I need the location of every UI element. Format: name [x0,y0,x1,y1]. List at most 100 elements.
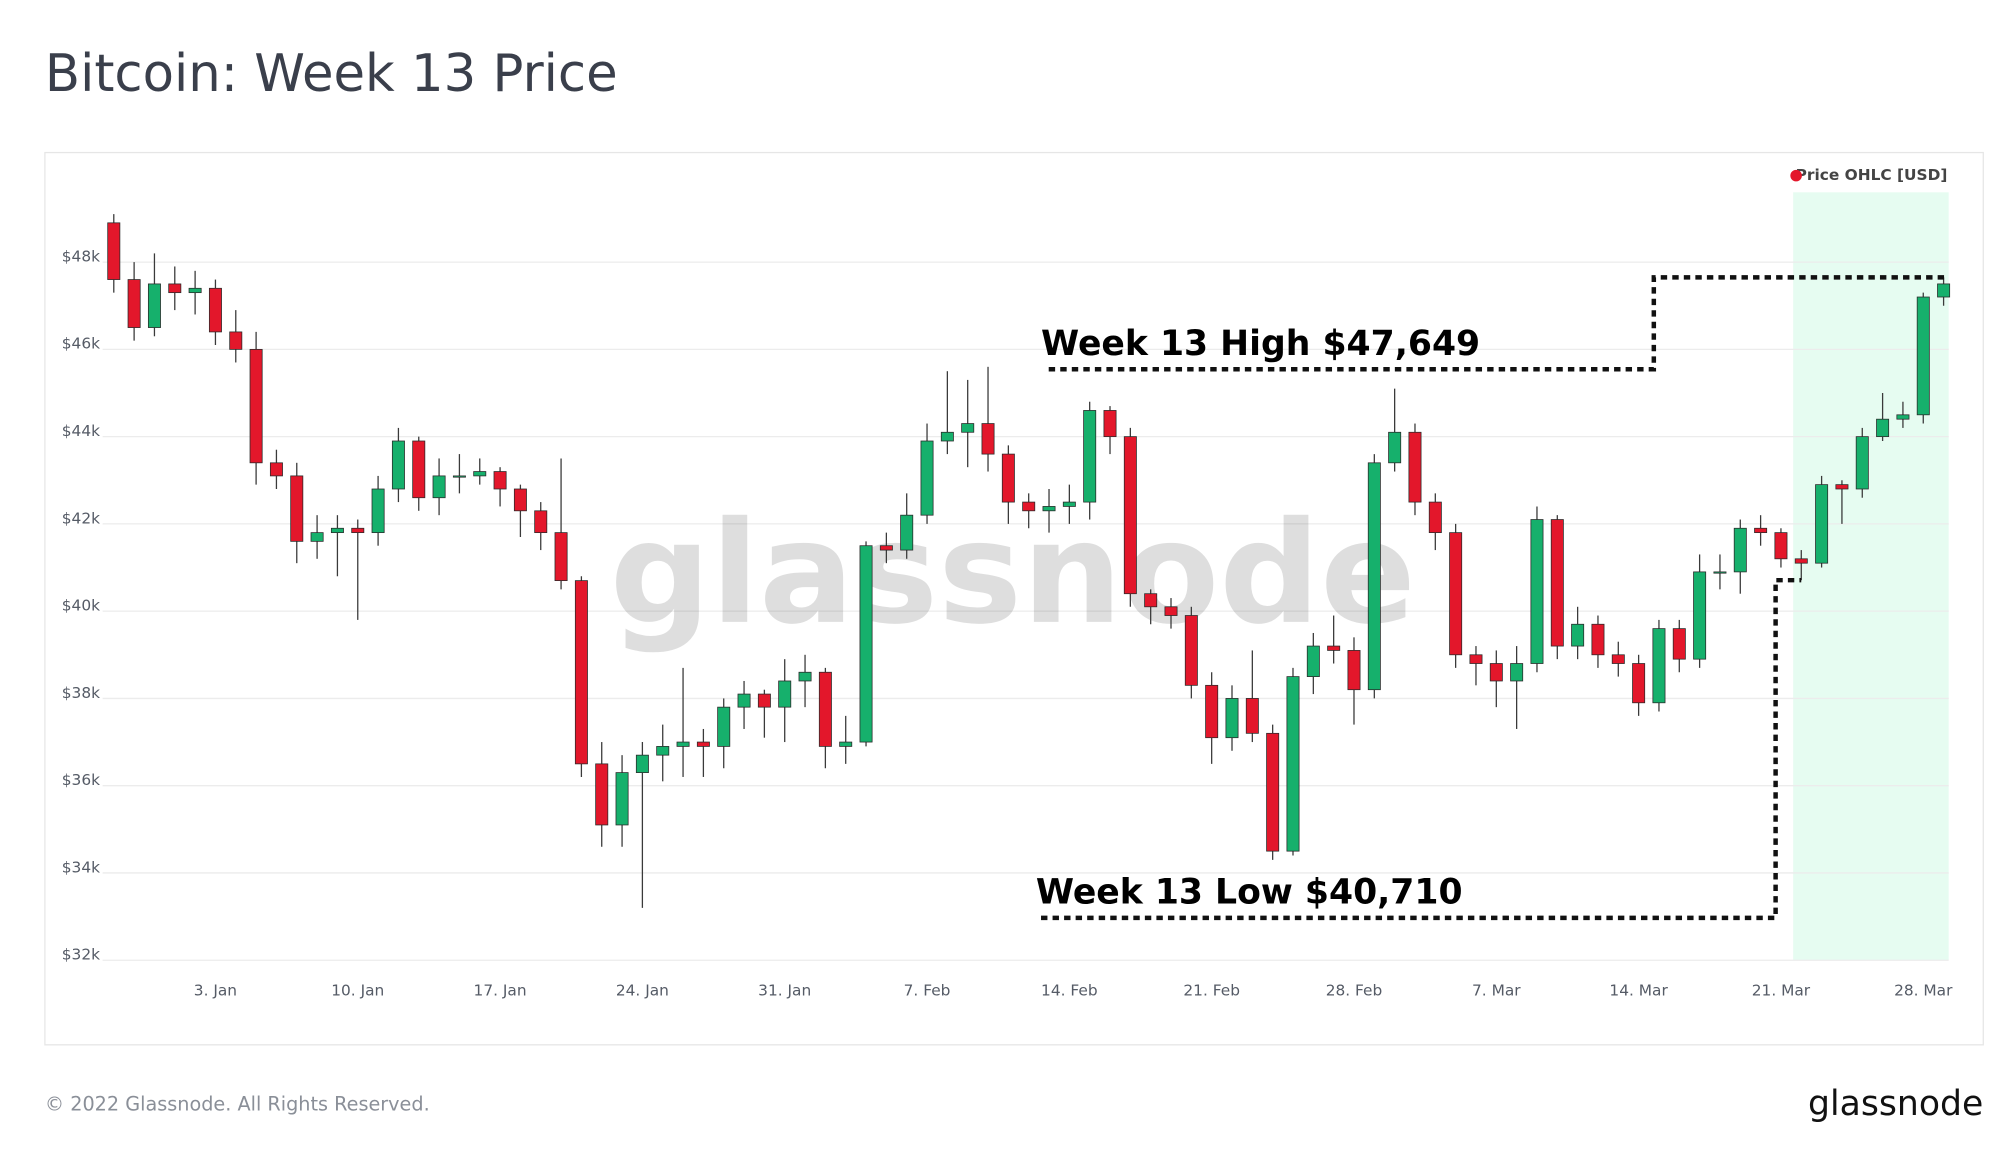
candle-body [1225,698,1239,739]
candle-body [1794,558,1808,564]
candle-body [1449,532,1463,656]
x-tick-label: 28. Mar [1894,981,1953,999]
y-tick-label: $34k [62,858,100,876]
candle-body [1428,501,1442,534]
y-tick-label: $42k [62,509,100,527]
candle-body [737,693,751,708]
x-tick-label: 24. Jan [616,981,669,999]
logo: glassnode [1808,1084,1983,1124]
candle-body [900,514,914,551]
candle-body [1164,606,1178,616]
candle-body [1815,484,1829,564]
annotation-label: Week 13 Low $40,710 [1036,873,1463,913]
y-tick-label: $48k [62,247,100,265]
candle-body [1245,698,1259,734]
candle-body [249,348,263,464]
candle-body [188,287,202,294]
annotation-bracket [1048,275,1947,372]
candle-body [330,527,344,534]
candle-body [229,331,243,350]
candle-body [107,222,121,280]
candle-body [1123,436,1137,595]
candle-body [1754,527,1768,534]
candle-body [1001,453,1015,503]
candle-body [1042,506,1056,512]
y-tick-label: $44k [62,422,100,440]
candle-body [473,471,487,477]
candle-body [1103,410,1117,438]
candle-body [1469,654,1483,664]
candle-body [798,671,812,682]
candle-body [371,488,385,534]
annotation-label: Week 13 High $47,649 [1041,324,1480,364]
annotation-bracket [1041,577,1802,921]
candle-body [534,510,548,534]
candle-body [778,680,792,708]
candle-body [1083,410,1097,503]
candle-body [1611,654,1625,664]
candle-body [615,772,629,826]
candle-body [1937,283,1951,298]
candle-body [208,287,222,333]
candle-body [635,754,649,773]
candle-body [1489,663,1503,682]
candle-body [513,488,527,512]
y-tick-label: $36k [62,771,100,789]
candle-body [656,746,670,756]
candle-body [412,440,426,499]
x-tick-label: 10. Jan [331,981,384,999]
candle-body [1306,645,1320,677]
x-tick-label: 14. Mar [1609,981,1668,999]
candle-body [1347,650,1361,691]
y-tick-label: $46k [62,335,100,353]
candle-body [1713,571,1727,574]
candle-body [1530,519,1544,664]
candle-body [920,440,934,516]
x-tick-label: 7. Mar [1472,981,1521,999]
candle-body [1286,676,1300,852]
x-tick-label: 17. Jan [474,981,527,999]
x-tick-label: 31. Jan [758,981,811,999]
candle-body [839,741,853,747]
candle-body [1144,593,1158,608]
candle-body [676,741,690,747]
candle-body [1022,501,1036,512]
candle-body [1774,532,1788,560]
candle-body [859,545,873,743]
candle-body [351,527,365,534]
candle-body [1835,484,1849,490]
candle-body [981,423,995,455]
candle-body [1327,645,1341,651]
x-tick-label: 21. Feb [1183,981,1240,999]
candle-body [1693,571,1707,660]
watermark: glassnode [610,492,1416,656]
candle-body [696,741,710,747]
candle-body [1591,623,1605,656]
y-tick-label: $38k [62,684,100,702]
candle-body [818,671,832,747]
candle-body [940,431,954,442]
candle-body [1672,628,1686,660]
x-tick-label: 14. Feb [1041,981,1098,999]
legend-marker [1790,169,1802,182]
candle-body [290,475,304,542]
candle-body [595,763,609,826]
candle-body [1855,436,1869,490]
x-tick-label: 7. Feb [904,981,951,999]
footer: © 2022 Glassnode. All Rights Reserved. [45,1093,430,1116]
x-tick-label: 3. Jan [194,981,237,999]
candle-body [1266,732,1280,852]
candle-body [1916,296,1930,416]
candle-body [391,440,405,490]
candle-body [147,283,161,328]
y-tick-label: $40k [62,597,100,615]
candle-body [554,532,568,582]
candle-body [1876,418,1890,438]
y-tick-label: $32k [62,946,100,964]
candle-body [1652,628,1666,704]
candle-body [493,471,507,490]
candle-body [1571,623,1585,647]
candle-body [452,475,466,478]
candle-body [1408,431,1422,503]
